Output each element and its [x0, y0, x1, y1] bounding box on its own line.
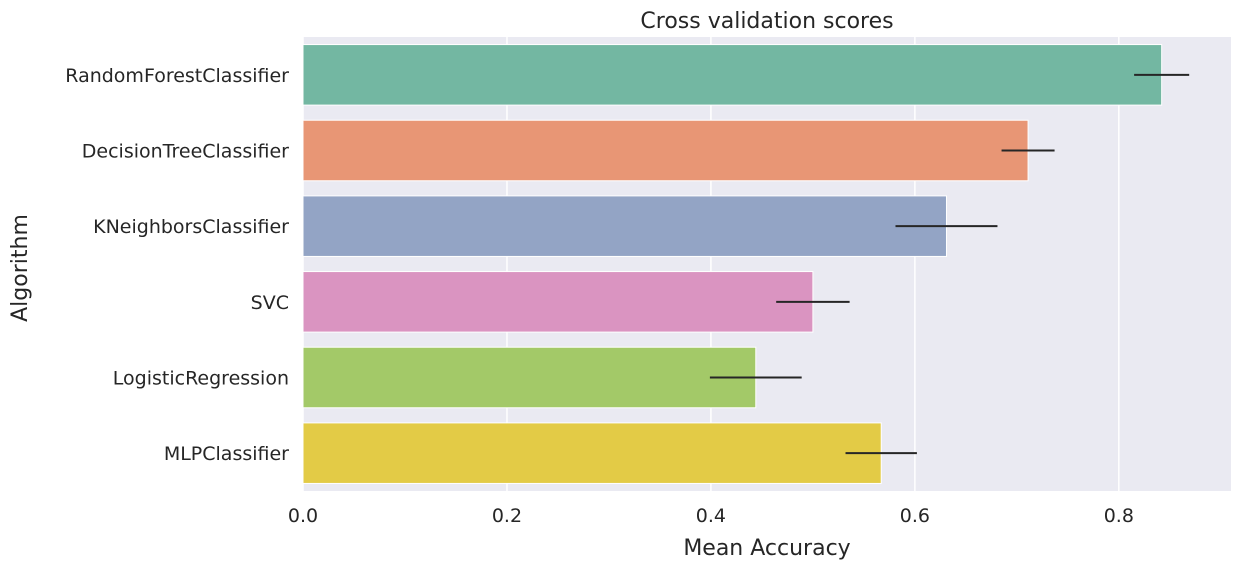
y-tick-label: LogisticRegression	[113, 368, 289, 390]
error-bars	[709, 73, 1190, 455]
bar	[302, 422, 882, 484]
y-tick-label: KNeighborsClassifier	[93, 216, 289, 238]
x-axis-title: Mean Accuracy	[683, 536, 850, 561]
bar	[302, 271, 814, 333]
y-axis-title: Algorithm	[8, 214, 33, 322]
x-tick-label: 0.2	[492, 505, 522, 527]
bar	[302, 346, 757, 409]
bar	[302, 44, 1163, 106]
x-tick-label: 0.0	[288, 505, 318, 527]
x-tick-label: 0.6	[900, 505, 930, 527]
chart-title: Cross validation scores	[640, 9, 893, 34]
grid-lines	[302, 37, 1120, 491]
y-tick-labels: RandomForestClassifier DecisionTreeClassi…	[65, 65, 289, 465]
bar	[302, 195, 947, 257]
plot-background	[303, 37, 1231, 491]
x-tick-label: 0.4	[696, 505, 726, 527]
y-tick-label: RandomForestClassifier	[65, 65, 289, 87]
x-tick-label: 0.8	[1104, 505, 1134, 527]
bar	[302, 119, 1029, 182]
x-tick-labels: 0.0 0.2 0.4 0.6 0.8	[288, 505, 1134, 527]
bars	[302, 44, 1163, 484]
y-tick-label: MLPClassifier	[164, 443, 289, 465]
y-tick-label: SVC	[251, 292, 289, 314]
y-tick-label: DecisionTreeClassifier	[82, 141, 289, 163]
